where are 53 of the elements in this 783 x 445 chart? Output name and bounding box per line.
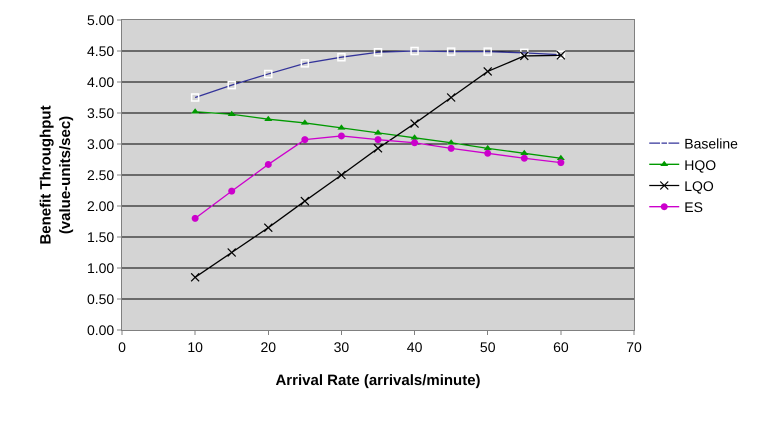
y-tick-label: 4.00 [86, 74, 114, 90]
x-tick-label: 0 [118, 338, 126, 355]
point [191, 108, 200, 114]
x-tick-label: 50 [480, 338, 496, 355]
point [411, 139, 418, 146]
y-tick-label: 4.50 [86, 42, 114, 59]
point [410, 118, 420, 128]
y-tick-label: 3.00 [86, 136, 114, 152]
x-tick-label: 40 [406, 338, 423, 355]
point [264, 223, 273, 232]
point [446, 92, 456, 102]
point [301, 136, 308, 144]
y-tick-label: 0.50 [86, 290, 114, 307]
point [374, 136, 382, 144]
point [300, 196, 310, 206]
point [557, 159, 564, 166]
legend-label: ES [684, 199, 703, 216]
y-tick-label: 1.50 [86, 228, 114, 245]
point [483, 66, 492, 76]
y-tick-label: 0.00 [86, 322, 114, 338]
x-tick-label: 60 [553, 338, 569, 355]
point [410, 134, 419, 140]
point [373, 144, 383, 153]
legend-label: LQO [684, 178, 714, 194]
point [300, 119, 309, 125]
x-tick-label: 70 [626, 338, 642, 355]
y-tick-label: 2.00 [86, 198, 114, 214]
y-tick-label: 5.00 [86, 12, 114, 28]
point [228, 188, 236, 195]
y-tick-label: 3.50 [86, 104, 114, 121]
y-axis-title: Benefit Throughput (value-units/sec) [38, 105, 74, 245]
y-tick-label: 1.00 [86, 260, 114, 276]
point [447, 139, 456, 145]
legend-label: HQO [684, 156, 716, 173]
point [337, 124, 346, 130]
y-tick-label: 2.50 [86, 166, 114, 183]
point [448, 144, 455, 152]
legend-label: Baseline [684, 136, 738, 152]
x-tick-label: 10 [187, 338, 204, 355]
point [484, 144, 492, 150]
x-tick-label: 30 [334, 338, 350, 355]
point [264, 160, 272, 168]
point [484, 150, 492, 157]
point [192, 214, 199, 222]
point [520, 150, 528, 156]
x-tick-label: 20 [260, 338, 276, 355]
point [227, 248, 236, 258]
point [338, 132, 345, 140]
x-axis-title: Arrival Rate (arrivals/minute) [275, 372, 481, 389]
point [336, 170, 346, 180]
point [190, 272, 200, 282]
point [520, 51, 529, 61]
point [520, 154, 528, 162]
